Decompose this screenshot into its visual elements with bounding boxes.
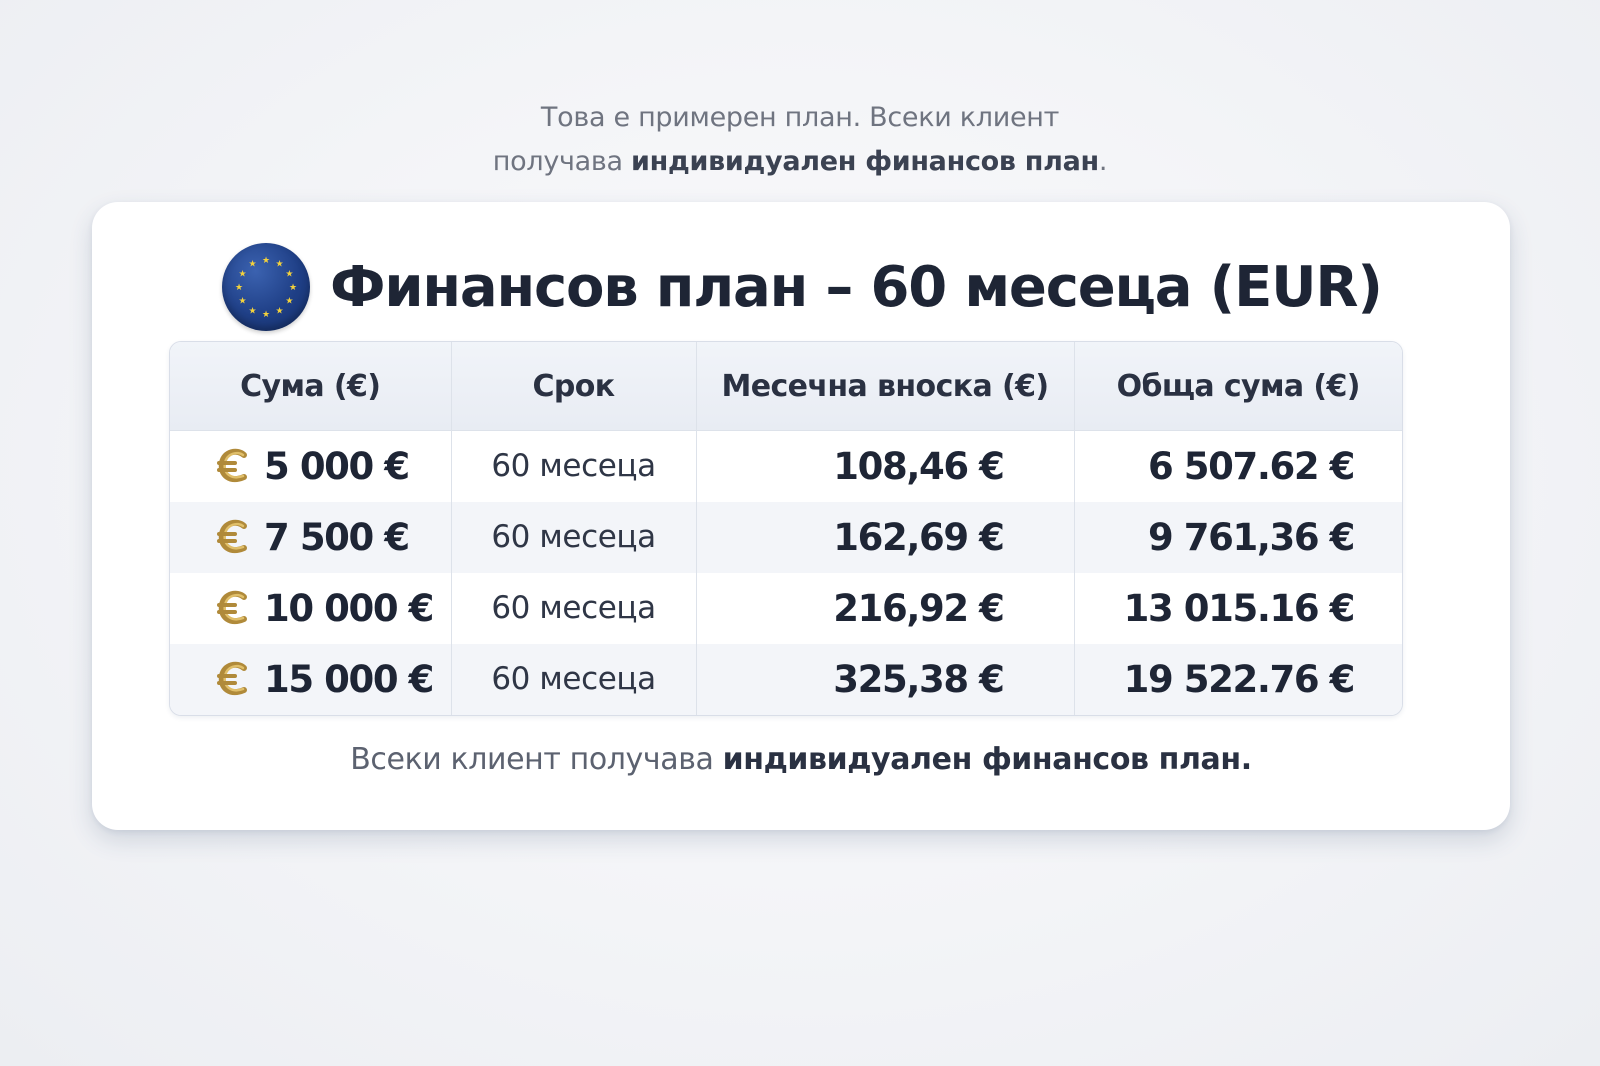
eu-flag-icon: ★ ★ ★ ★ ★ ★ ★ ★ ★ ★ ★ ★ [222,243,310,331]
eu-star: ★ [262,310,270,320]
amount-cell: 5 000 € [170,430,452,502]
amount-value: 15 000 € [264,657,434,701]
amount-value: 5 000 € [264,444,410,488]
monthly-cell: 162,69 € [696,501,1075,573]
amount-cell: 10 000 € [170,572,452,644]
euro-coin-icon [217,448,247,482]
table-row: 7 500 € 60 месеца 162,69 € 9 761,36 € [170,501,1402,573]
column-header-term: Срок [451,342,697,431]
monthly-cell: 325,38 € [696,643,1075,715]
column-header-monthly: Месечна вноска (€) [696,342,1075,431]
term-cell: 60 месеца [451,643,697,715]
table-row: 5 000 € 60 месеца 108,46 € 6 507.62 € [170,430,1402,502]
monthly-cell: 108,46 € [696,430,1075,502]
term-cell: 60 месеца [451,501,697,573]
eu-star: ★ [275,260,283,270]
footer-note-bold: индивидуален финансов план. [722,742,1253,777]
card-title: Финансов план – 60 месеца (EUR) [330,254,1383,320]
eu-star: ★ [285,297,293,307]
intro-line-2: получава индивидуален финансов план. [0,140,1600,184]
intro-text: Това е примерен план. Всеки клиент получ… [0,96,1600,184]
amount-cell: 7 500 € [170,501,452,573]
table-row: 15 000 € 60 месеца 325,38 € 19 522.76 € [170,643,1402,715]
footer-note: Всеки клиент получава индивидуален финан… [92,742,1510,777]
monthly-cell: 216,92 € [696,572,1075,644]
intro-line-2-suffix: . [1098,146,1108,177]
eu-star: ★ [235,283,243,293]
total-cell: 13 015.16 € [1123,586,1356,630]
intro-line-1: Това е примерен план. Всеки клиент [540,102,1060,133]
table-header-row: Сума (€) Срок Месечна вноска (€) Обща су… [170,342,1402,431]
card-header: ★ ★ ★ ★ ★ ★ ★ ★ ★ ★ ★ ★ Финансов план – 60 месеца (… [222,242,1383,332]
eu-star: ★ [248,306,256,316]
column-header-total: Обща сума (€) [1074,342,1402,431]
intro-line-2-bold: индивидуален финансов план [631,146,1099,177]
table-row: 10 000 € 60 месеца 216,92 € 13 015.16 € [170,572,1402,644]
euro-coin-icon [217,661,247,695]
term-cell: 60 месеца [451,572,697,644]
intro-line-2-prefix: получава [492,146,632,177]
financial-plan-card: ★ ★ ★ ★ ★ ★ ★ ★ ★ ★ ★ ★ Финансов план – 60 месеца (… [92,202,1510,830]
eu-star: ★ [262,256,270,266]
eu-star: ★ [275,306,283,316]
eu-star: ★ [239,297,247,307]
euro-coin-icon [217,590,247,624]
column-header-amount: Сума (€) [170,342,452,431]
amount-value: 10 000 € [264,586,434,630]
eu-star: ★ [248,260,256,270]
plan-table: Сума (€) Срок Месечна вноска (€) Обща су… [169,341,1403,716]
amount-value: 7 500 € [264,515,410,559]
term-cell: 60 месеца [451,430,697,502]
amount-cell: 15 000 € [170,643,452,715]
footer-note-prefix: Всеки клиент получава [350,742,723,777]
eu-star: ★ [285,270,293,280]
eu-star: ★ [239,270,247,280]
total-cell: 6 507.62 € [1147,444,1355,488]
total-cell: 19 522.76 € [1074,643,1402,715]
euro-coin-icon [217,519,247,553]
eu-star: ★ [289,283,297,293]
total-cell: 9 761,36 € [1074,501,1402,573]
